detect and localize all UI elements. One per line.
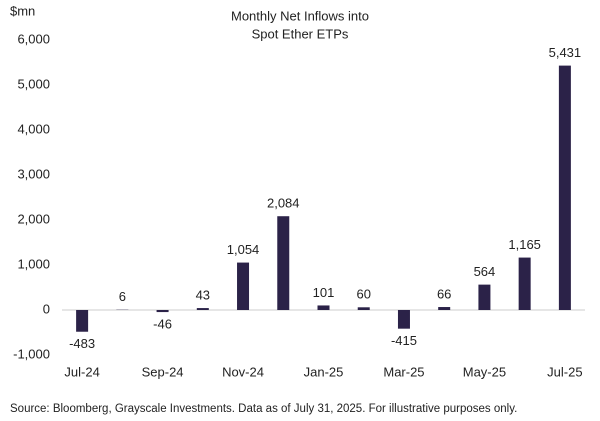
value-label: 66 [437, 286, 451, 301]
bar [76, 310, 89, 332]
y-tick-label: 1,000 [17, 256, 50, 271]
bar [518, 257, 531, 310]
bar [277, 216, 290, 310]
bar [558, 65, 571, 310]
bar [317, 305, 330, 310]
chart-title: Spot Ether ETPs [252, 26, 349, 41]
x-tick-label: Nov-24 [222, 364, 264, 379]
x-tick-label: Jul-25 [547, 364, 582, 379]
x-tick-label: May-25 [463, 364, 506, 379]
y-tick-label: 2,000 [17, 211, 50, 226]
value-label: 1,165 [508, 237, 541, 252]
value-label: 2,084 [267, 196, 300, 211]
y-tick-label: 4,000 [17, 121, 50, 136]
value-label: 101 [313, 285, 335, 300]
value-label: -46 [153, 317, 172, 332]
chart-title: Monthly Net Inflows into [231, 8, 369, 23]
y-tick-label: 0 [43, 301, 50, 316]
y-tick-label: 3,000 [17, 166, 50, 181]
y-tick-label: 6,000 [17, 31, 50, 46]
bar [196, 308, 209, 310]
y-axis-label: $mn [10, 3, 35, 18]
value-label: -415 [391, 333, 417, 348]
value-label: 564 [474, 264, 496, 279]
value-label: -483 [69, 336, 95, 351]
x-tick-label: Jul-24 [64, 364, 99, 379]
value-label: 1,054 [227, 242, 260, 257]
y-tick-label: 5,000 [17, 76, 50, 91]
bar [397, 310, 410, 329]
bar [478, 284, 491, 310]
y-tick-label: -1,000 [13, 346, 50, 361]
bar [438, 307, 451, 310]
value-label: 43 [196, 288, 210, 303]
bar [237, 262, 250, 310]
source-note: Source: Bloomberg, Grayscale Investments… [10, 403, 517, 415]
bar [357, 307, 370, 310]
x-tick-label: Sep-24 [142, 364, 184, 379]
value-label: 60 [356, 287, 370, 302]
x-tick-label: Mar-25 [383, 364, 424, 379]
bar [156, 310, 169, 313]
x-tick-label: Jan-25 [304, 364, 344, 379]
value-label: 5,431 [549, 45, 582, 60]
value-label: 6 [119, 289, 126, 304]
